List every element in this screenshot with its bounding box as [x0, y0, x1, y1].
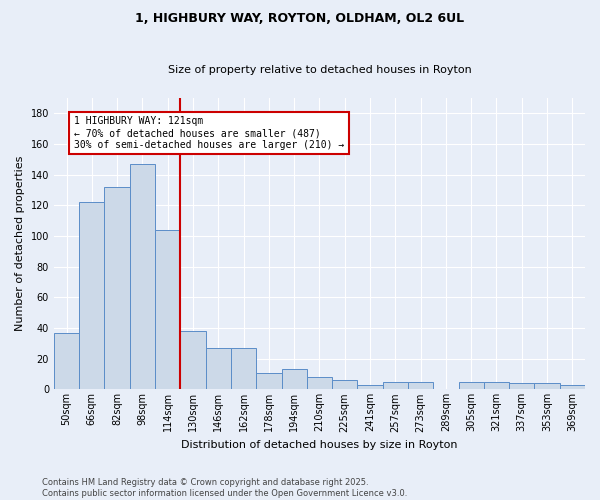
Bar: [358, 385, 383, 390]
Bar: [155, 230, 181, 390]
Text: 1 HIGHBURY WAY: 121sqm
← 70% of detached houses are smaller (487)
30% of semi-de: 1 HIGHBURY WAY: 121sqm ← 70% of detached…: [74, 116, 344, 150]
Bar: [181, 331, 206, 390]
Bar: [560, 385, 585, 390]
Bar: [231, 348, 256, 390]
Bar: [104, 187, 130, 390]
Bar: [484, 382, 509, 390]
Bar: [79, 202, 104, 390]
Bar: [281, 370, 307, 390]
Bar: [332, 380, 358, 390]
Text: Contains HM Land Registry data © Crown copyright and database right 2025.
Contai: Contains HM Land Registry data © Crown c…: [42, 478, 407, 498]
Bar: [408, 382, 433, 390]
Bar: [383, 382, 408, 390]
Bar: [130, 164, 155, 390]
Bar: [256, 372, 281, 390]
Bar: [307, 377, 332, 390]
Bar: [458, 382, 484, 390]
X-axis label: Distribution of detached houses by size in Royton: Distribution of detached houses by size …: [181, 440, 458, 450]
Y-axis label: Number of detached properties: Number of detached properties: [15, 156, 25, 332]
Text: 1, HIGHBURY WAY, ROYTON, OLDHAM, OL2 6UL: 1, HIGHBURY WAY, ROYTON, OLDHAM, OL2 6UL: [136, 12, 464, 26]
Bar: [509, 384, 535, 390]
Bar: [54, 332, 79, 390]
Bar: [535, 384, 560, 390]
Title: Size of property relative to detached houses in Royton: Size of property relative to detached ho…: [167, 65, 472, 75]
Bar: [206, 348, 231, 390]
